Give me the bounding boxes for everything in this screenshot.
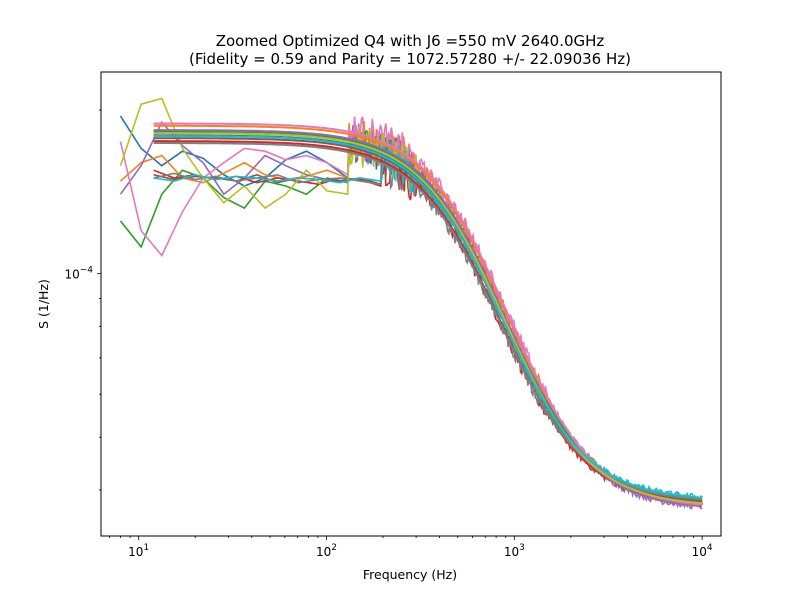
y-axis-label: S (1/Hz) bbox=[36, 279, 51, 329]
chart-subtitle: (Fidelity = 0.59 and Parity = 1072.57280… bbox=[189, 50, 631, 68]
x-tick-label: 104 bbox=[692, 543, 713, 559]
x-tick-label: 101 bbox=[128, 543, 149, 559]
series-layer bbox=[119, 97, 703, 510]
y-axis-ticks: 10−4 bbox=[64, 109, 101, 491]
plot-frame bbox=[100, 71, 722, 537]
x-tick-label: 103 bbox=[504, 543, 525, 559]
fit-curve-5 bbox=[153, 129, 703, 508]
fit-curve-9 bbox=[153, 132, 703, 505]
fit-curve-10 bbox=[153, 135, 703, 499]
x-tick-label: 102 bbox=[316, 543, 337, 559]
x-axis-ticks: 101 102 103 104 bbox=[109, 536, 713, 559]
x-axis-label: Frequency (Hz) bbox=[363, 567, 457, 582]
y-tick-label: 10−4 bbox=[64, 266, 93, 282]
chart-title: Zoomed Optimized Q4 with J6 =550 mV 2640… bbox=[216, 32, 605, 50]
